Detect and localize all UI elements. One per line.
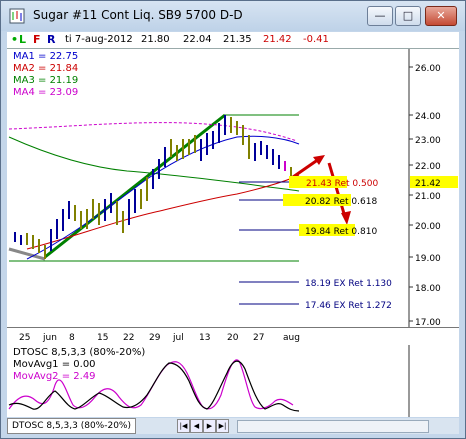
f-button[interactable]: F: [33, 33, 41, 46]
date-label-15: 15: [97, 333, 108, 343]
ma4-line: [8, 122, 298, 142]
price-tick-24: 24.00: [415, 112, 441, 122]
fib-label-bg-2: [283, 194, 351, 206]
nav-first-icon[interactable]: |◀: [177, 419, 190, 433]
movavg2-legend: MovAvg2 = 2.49: [13, 371, 96, 382]
fib-label-bg-3: [299, 224, 355, 236]
gray-trend-line: [8, 247, 46, 261]
price-tick-23: 23.00: [415, 136, 441, 146]
nav-next-icon[interactable]: ▶: [203, 419, 216, 433]
quote-high: 22.04: [183, 34, 212, 45]
quote-close: 21.42: [263, 34, 292, 45]
price-tick-20: 20.00: [415, 222, 441, 232]
ma3-line: [8, 136, 300, 192]
horizontal-scrollbar[interactable]: [237, 420, 429, 433]
date-label-aug: aug: [283, 333, 300, 343]
price-chart-panel[interactable]: 21.43 Ret 0.500 20.82 Ret 0.618 19.84 Re…: [7, 49, 459, 328]
ma2-line: [26, 174, 300, 250]
date-label-29: 29: [149, 333, 161, 343]
oscillator-chart[interactable]: [7, 345, 459, 417]
price-tick-22: 22.00: [415, 162, 441, 172]
ma1-legend: MA1 = 22.75: [13, 51, 79, 62]
date-label-22: 22: [123, 333, 134, 343]
oscillator-title: DTOSC 8,5,3,3 (80%-20%): [13, 347, 146, 358]
nav-prev-icon[interactable]: ◀: [190, 419, 203, 433]
movavg1-legend: MovAvg1 = 0.00: [13, 359, 96, 370]
bottom-bar: DTOSC 8,5,3,3 (80%-20%) |◀ ◀ ▶ ▶|: [7, 418, 459, 434]
fib-label-bg-1: [289, 176, 347, 188]
price-chart[interactable]: 21.43 Ret 0.500 20.82 Ret 0.618 19.84 Re…: [7, 49, 459, 328]
price-bars: [14, 115, 292, 259]
chart-app-icon: [9, 8, 25, 24]
price-tick-19: 19.00: [415, 254, 441, 264]
date-label-8: 8: [69, 333, 75, 343]
l-button[interactable]: L: [19, 33, 27, 46]
window-title: Sugar #11 Cont Liq. SB9 5700 D-D: [33, 8, 243, 22]
oscillator-tab[interactable]: DTOSC 8,5,3,3 (80%-20%): [7, 418, 136, 434]
price-tick-21: 21.00: [415, 192, 441, 202]
maximize-button[interactable]: □: [395, 6, 421, 26]
ma3-legend: MA3 = 21.19: [13, 75, 79, 86]
quote-low: 21.35: [223, 34, 252, 45]
current-price-label: 21.42: [415, 179, 441, 189]
price-axis: 26.00 24.00 23.00 22.00 21.00 20.00 19.0…: [409, 64, 441, 328]
minimize-button[interactable]: —: [367, 6, 393, 26]
title-bar[interactable]: Sugar #11 Cont Liq. SB9 5700 D-D — □ ✕: [1, 1, 465, 31]
ma2-legend: MA2 = 21.84: [13, 63, 79, 74]
fib-label-1: 21.43 Ret 0.500: [306, 179, 378, 189]
ma4-legend: MA4 = 23.09: [13, 87, 79, 98]
fib-label-4: 18.19 EX Ret 1.130: [305, 279, 392, 289]
current-price-marker: [410, 176, 458, 188]
close-button[interactable]: ✕: [425, 6, 457, 26]
price-tick-17: 17.00: [415, 318, 441, 327]
date-label-25: 25: [19, 333, 30, 343]
date-label-jun: jun: [42, 333, 57, 343]
ma1-line: [26, 135, 300, 260]
dot-icon: •: [11, 33, 19, 46]
quote-toolbar: • L F R ti 7-aug-2012 21.80 22.04 21.35 …: [7, 32, 459, 49]
date-label-20: 20: [227, 333, 239, 343]
date-label-13: 13: [199, 333, 210, 343]
r-button[interactable]: R: [47, 33, 56, 46]
price-tick-18: 18.00: [415, 284, 441, 294]
fib-label-3: 19.84 Ret 0.810: [305, 227, 377, 237]
date-label-27: 27: [253, 333, 264, 343]
arrow-markers: [292, 155, 351, 225]
fib-label-5: 17.46 EX Ret 1.272: [305, 301, 392, 311]
nav-last-icon[interactable]: ▶|: [216, 419, 229, 433]
movavg1-line: [8, 360, 300, 412]
oscillator-panel[interactable]: DTOSC 8,5,3,3 (80%-20%) MovAvg1 = 0.00 M…: [7, 345, 459, 417]
date-label-jul: jul: [172, 333, 184, 343]
fib-label-2: 20.82 Ret 0.618: [305, 197, 377, 207]
quote-open: 21.80: [141, 34, 170, 45]
price-tick-26: 26.00: [415, 64, 441, 74]
quote-change: -0.41: [303, 34, 329, 45]
date-axis: 25 jun 8 15 22 29 jul 13 20 27 aug: [7, 327, 459, 346]
quote-date: ti 7-aug-2012: [65, 34, 133, 45]
